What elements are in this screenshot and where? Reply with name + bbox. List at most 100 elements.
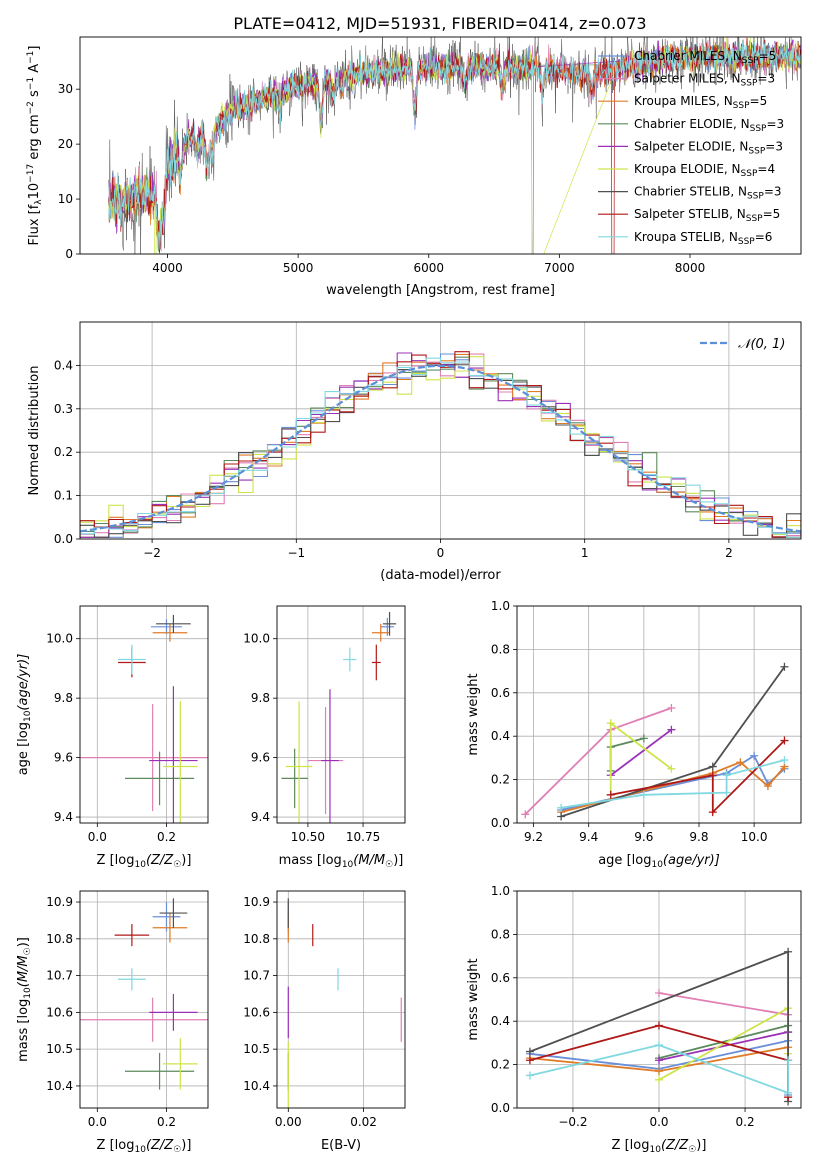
x-tick-label: 0.0 (88, 830, 107, 844)
errorbar-point (163, 1038, 198, 1090)
errorbar-point (152, 902, 181, 932)
weight-vs-age-panel: 9.2 9.4 9.6 9.8 10.0 0.0 0.2 0.4 0.6 0.8 1.0 age [l… (466, 599, 802, 870)
errorbar-point (281, 748, 308, 809)
y-axis-label: mass weight (466, 958, 481, 1040)
x-tick-label: −2 (143, 546, 161, 560)
x-axis-label: (data-model)/error (380, 568, 501, 583)
x-tick-label: 10.50 (291, 830, 325, 844)
x-tick-label: 0.0 (88, 1115, 107, 1129)
x-axis-label: mass [log10(M/M☉)] (279, 853, 404, 870)
mass-vs-ebv-panel: 0.00 0.02 10.4 10.5 10.6 10.7 10.8 10.9 E(B-V) (243, 890, 406, 1153)
legend-label: Kroupa MILES, NSSP=5 (634, 94, 767, 111)
legend-label: Salpeter ELODIE, NSSP=3 (634, 139, 783, 156)
weight-line (610, 728, 672, 777)
weight-marker (750, 751, 759, 760)
weight-marker (708, 771, 717, 780)
errorbar-point (80, 997, 208, 1042)
weight-marker (784, 947, 793, 956)
y-tick-label: 10.6 (243, 1005, 270, 1019)
axes-frame (79, 605, 209, 824)
errorbar-point (149, 993, 198, 1031)
weight-line (529, 1044, 789, 1095)
y-tick-label: 0.4 (54, 358, 73, 372)
age-vs-Z-panel: 0.0 0.2 9.4 9.6 9.8 10.0 Z [log10(Z/Z☉)] age [l… (16, 605, 209, 870)
y-tick-label: 0.4 (491, 729, 510, 743)
y-tick-label: 0.8 (491, 642, 510, 656)
weight-marker (780, 736, 789, 745)
x-axis-label: Z [log10(Z/Z☉)] (97, 1138, 192, 1155)
y-tick-label: 9.4 (54, 810, 73, 824)
x-tick-label: 2 (725, 546, 733, 560)
y-tick-label: 10.8 (243, 932, 270, 946)
y-tick-label: 0.4 (491, 1014, 510, 1028)
spectrum-legend: Chabrier MILES, NSSP=5 Salpeter MILES, NS… (598, 49, 784, 247)
x-tick-label: 0 (437, 546, 445, 560)
spectrum-line (108, 38, 801, 252)
axes-frame (516, 605, 802, 824)
x-tick-label: 0.02 (350, 1115, 377, 1129)
y-tick-label: 0.0 (491, 1101, 510, 1115)
x-tick-label: 0.2 (157, 1115, 176, 1129)
errorbar-point (124, 751, 195, 806)
weight-marker (722, 788, 731, 797)
weight-line (524, 707, 672, 815)
mass-vs-Z-panel: 0.0 0.2 10.4 10.5 10.6 10.7 10.8 10.9 Z [log10(Z… (16, 890, 209, 1155)
y-tick-label: 0.0 (491, 816, 510, 830)
weight-line (658, 1031, 789, 1062)
y-tick-label: 10.4 (46, 1079, 73, 1093)
errorbar-point (124, 1052, 195, 1090)
y-axis-label: mass [log10(M/M☉)] (16, 937, 33, 1062)
weight-marker (655, 1056, 663, 1065)
axes-frame (276, 890, 406, 1109)
x-tick-label: 1 (581, 546, 589, 560)
weight-marker (655, 1067, 663, 1076)
errorbar-point (343, 647, 357, 672)
weight-marker (780, 756, 789, 765)
x-tick-label: 0.2 (736, 1115, 755, 1129)
weight-marker (655, 1075, 663, 1084)
weight-marker (525, 1056, 534, 1065)
x-tick-label: 9.6 (634, 830, 653, 844)
y-tick-label: 0.2 (491, 1058, 510, 1072)
errorbar-point (152, 623, 188, 642)
y-tick-label: 20 (58, 137, 73, 151)
x-tick-label: 8000 (675, 261, 706, 275)
y-tick-label: 30 (58, 82, 73, 96)
y-tick-label: 10.5 (243, 1042, 270, 1056)
errorbar-point (149, 686, 198, 823)
x-tick-label: 9.8 (689, 830, 708, 844)
x-tick-label: 6000 (413, 261, 444, 275)
legend-label: Chabrier MILES, NSSP=5 (634, 49, 776, 66)
y-axis-label: age [log10(age/yr)] (16, 654, 33, 776)
normal-curve (80, 364, 801, 533)
weight-marker (606, 790, 615, 799)
errorbar-point (152, 913, 188, 943)
x-tick-label: 0.2 (157, 830, 176, 844)
weight-marker (667, 764, 676, 773)
x-axis-label: Z [log10(Z/Z☉)] (97, 853, 192, 870)
axes-frame (79, 36, 802, 255)
y-tick-label: 10.7 (243, 969, 270, 983)
y-tick-label: 10.0 (243, 632, 270, 646)
errorbar-point (80, 704, 208, 812)
legend-label: Kroupa STELIB, NSSP=6 (634, 230, 772, 247)
axes-frame (516, 890, 802, 1109)
spectrum-panel: 4000 5000 6000 7000 8000 0 10 20 30 Chabrier MILE… (26, 36, 802, 298)
weight-marker (708, 808, 717, 817)
legend-label: 𝒩(0, 1) (738, 337, 785, 352)
age-vs-mass-panel: 10.50 10.75 9.4 9.6 9.8 10.0 mass [log10(M/M☉)… (243, 605, 406, 870)
legend-label: Salpeter MILES, NSSP=3 (634, 72, 775, 89)
y-tick-label: 0.6 (491, 686, 510, 700)
weight-marker (525, 1047, 534, 1056)
errorbar-point (163, 701, 198, 823)
y-tick-label: 1.0 (491, 884, 510, 898)
y-tick-label: 9.6 (54, 751, 73, 765)
x-axis-label: Z [log10(Z/Z☉)] (612, 1138, 707, 1155)
y-tick-label: 10.9 (46, 895, 73, 909)
errorbar-point (371, 623, 390, 642)
x-axis-label: wavelength [Angstrom, rest frame] (326, 283, 555, 298)
weight-vs-Z-panel: −0.2 0.0 0.2 0.0 0.2 0.4 0.6 0.8 1.0 Z [log10(Z/Z… (466, 884, 802, 1155)
x-tick-label: 4000 (152, 261, 183, 275)
weight-marker (557, 803, 566, 812)
